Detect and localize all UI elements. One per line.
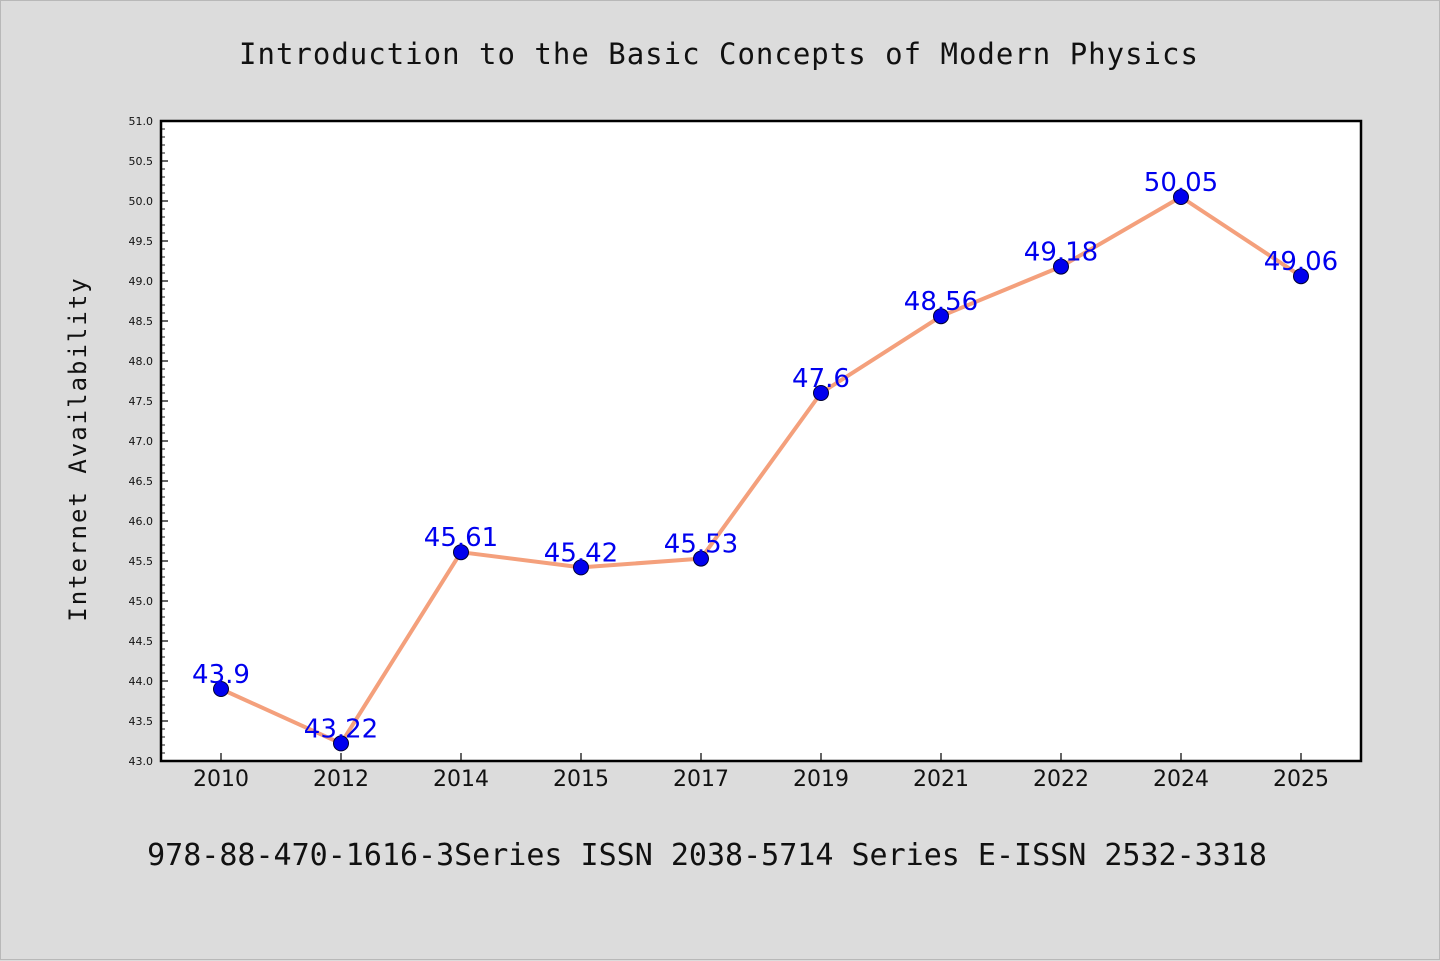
data-point-2022 [1053,258,1069,275]
data-point-2021 [933,308,949,325]
x-tick-label: 2024 [1153,767,1209,792]
y-tick-label: 43.0 [129,755,154,768]
y-tick-label: 48.5 [129,315,154,328]
x-tick-label: 2021 [913,767,969,792]
data-label-2019: 47.6 [792,364,850,394]
x-tick-label: 2025 [1273,767,1329,792]
y-tick-label: 47.0 [129,435,154,448]
plot-area [159,119,1363,763]
y-tick-label: 46.0 [129,515,154,528]
data-point-2010 [213,681,229,697]
y-tick-label: 50.5 [129,155,154,168]
data-label-2024: 50.05 [1144,168,1218,198]
x-tick-label: 2012 [313,767,369,792]
x-tick-label: 2022 [1033,767,1089,792]
y-axis: 43.0 43.5 44.0 44.5 45.0 45.5 46.0 46.5 47.0 47.5… [129,115,168,768]
x-tick-label: 2014 [433,767,489,792]
y-tick-label: 47.5 [129,395,154,408]
data-labels-group: 43.9 43.22 45.61 45.42 45.53 47.6 48.56 49.18 50… [192,168,1338,744]
chart-title: Introduction to the Basic Concepts of Mo… [239,37,1199,71]
y-tick-label: 43.5 [129,715,154,728]
data-label-2010: 43.9 [192,660,250,690]
y-tick-label: 51.0 [129,115,154,128]
footer-isbn-text: 978-88-470-1616-3Series ISSN 2038-5714 S… [147,838,1267,873]
data-point-2025 [1293,268,1309,285]
y-tick-label: 44.0 [129,675,154,688]
y-tick-label: 45.0 [129,595,154,608]
y-tick-label: 50.0 [129,195,154,208]
data-point-2024 [1173,189,1189,205]
data-label-2017: 45.53 [664,530,738,560]
data-label-2022: 49.18 [1024,238,1098,268]
series-line [219,195,1303,746]
y-tick-label: 46.5 [129,475,154,488]
data-point-2019 [813,385,829,401]
y-tick-label: 45.5 [129,555,154,568]
series-line-group [213,189,1309,752]
data-point-2012 [333,735,349,752]
x-tick-label: 2015 [553,767,609,792]
data-label-2021: 48.56 [904,287,978,317]
x-tick-label: 2017 [673,767,729,792]
y-axis-label: Internet Availability [64,276,92,621]
y-tick-label: 48.0 [129,355,154,368]
y-tick-label: 49.0 [129,275,154,288]
data-label-2014: 45.61 [424,523,498,553]
data-label-2012: 43.22 [304,714,378,744]
data-point-2015 [573,559,589,576]
data-label-2015: 45.42 [544,538,618,568]
data-point-2014 [453,544,469,561]
data-point-2017 [693,550,709,567]
y-tick-label: 44.5 [129,635,154,648]
x-tick-label: 2019 [793,767,849,792]
y-tick-label: 49.5 [129,235,154,248]
x-tick-label: 2010 [193,767,249,792]
data-label-2025: 49.06 [1264,247,1338,277]
x-axis: 2010 2012 2014 2015 2017 2019 2021 2022 2024 2025 [193,753,1329,792]
